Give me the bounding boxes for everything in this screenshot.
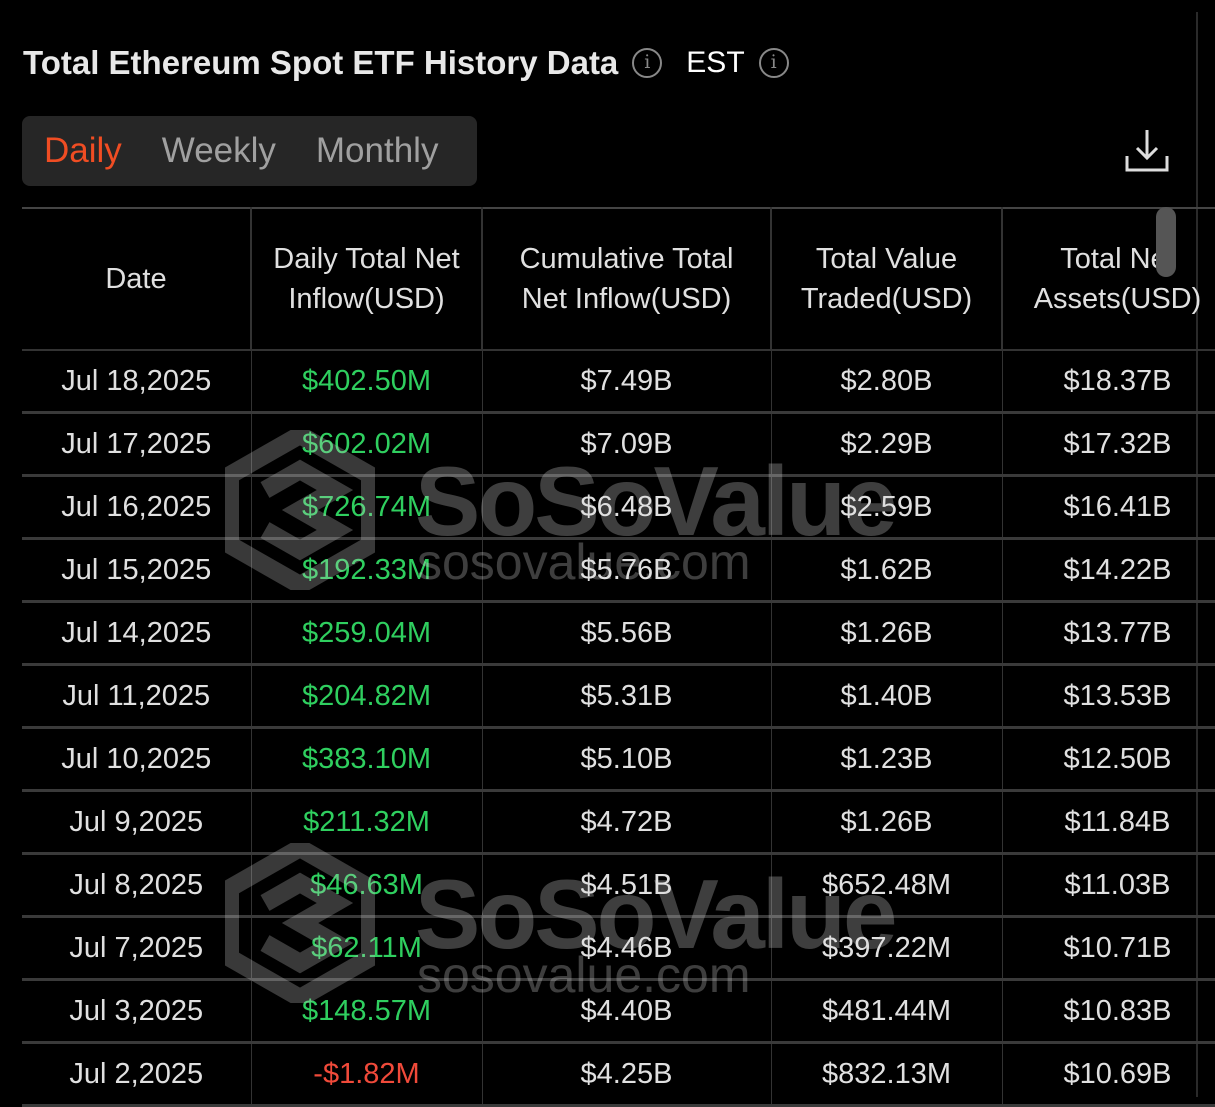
table-cell: $5.31B [481,663,772,729]
table-cell: Jul 14,2025 [22,600,252,666]
table-cell: $402.50M [250,349,483,414]
table-cell: $5.56B [481,600,772,666]
table-row: Jul 10,2025 $383.10M $5.10B $1.23B $12.50B [22,726,1215,792]
table-cell: $2.80B [770,349,1003,414]
table-row: Jul 14,2025 $259.04M $5.56B $1.26B $13.77B [22,600,1215,666]
table-cell: $2.59B [770,474,1003,540]
table-row: Jul 11,2025 $204.82M $5.31B $1.40B $13.53B [22,663,1215,729]
table-cell: $832.13M [770,1041,1003,1107]
table-cell: $11.84B [1001,789,1215,855]
table-cell: $397.22M [770,915,1003,981]
table-cell: $1.26B [770,789,1003,855]
period-tabs: Daily Weekly Monthly [22,116,477,186]
table-cell: $11.03B [1001,852,1215,918]
table-cell: $1.40B [770,663,1003,729]
table-cell: $16.41B [1001,474,1215,540]
table-cell: $14.22B [1001,537,1215,603]
table-cell: $211.32M [250,789,483,855]
table-cell: $12.50B [1001,726,1215,792]
download-icon[interactable] [1124,128,1170,174]
table-cell: Jul 17,2025 [22,411,252,477]
table-cell: Jul 9,2025 [22,789,252,855]
table-cell: Jul 15,2025 [22,537,252,603]
info-circle-icon[interactable]: i [758,48,789,78]
table-cell: -$1.82M [250,1041,483,1107]
table-row: Jul 2,2025 -$1.82M $4.25B $832.13M $10.69B [22,1041,1215,1107]
table-cell: $192.33M [250,537,483,603]
table-cell: $4.40B [481,978,772,1044]
table-row: Jul 17,2025 $602.02M $7.09B $2.29B $17.32B [22,411,1215,477]
table-cell: $4.72B [481,789,772,855]
scrollbar[interactable] [1156,207,1176,277]
table-cell: $13.53B [1001,663,1215,729]
table-cell: $46.63M [250,852,483,918]
table-cell: Jul 8,2025 [22,852,252,918]
column-header: Total Value Traded(USD) [770,207,1003,351]
table-cell: $10.83B [1001,978,1215,1044]
table-cell: $17.32B [1001,411,1215,477]
table-cell: $4.51B [481,852,772,918]
table-cell: Jul 11,2025 [22,663,252,729]
table-cell: $10.69B [1001,1041,1215,1107]
table-cell: $5.76B [481,537,772,603]
column-header: Date [22,207,252,351]
table-row: Jul 16,2025 $726.74M $6.48B $2.59B $16.41B [22,474,1215,540]
table-cell: $18.37B [1001,349,1215,414]
table-cell: $1.26B [770,600,1003,666]
column-header: Total Net Assets(USD) [1001,207,1215,351]
table-row: Jul 8,2025 $46.63M $4.51B $652.48M $11.03B [22,852,1215,918]
etf-history-table: Date Daily Total Net Inflow(USD) Cumulativ… [22,207,1215,1107]
table-row: Jul 7,2025 $62.11M $4.46B $397.22M $10.71B [22,915,1215,981]
table-cell: Jul 3,2025 [22,978,252,1044]
column-header: Daily Total Net Inflow(USD) [250,207,483,351]
table-cell: $383.10M [250,726,483,792]
title-text: Total Ethereum Spot ETF History Data [23,44,619,81]
tab-monthly[interactable]: Monthly [315,131,439,170]
table-cell: $10.71B [1001,915,1215,981]
column-header: Cumulative Total Net Inflow(USD) [481,207,772,351]
table-cell: $7.49B [481,349,772,414]
table-cell: $4.25B [481,1041,772,1107]
table-cell: $2.29B [770,411,1003,477]
tab-weekly[interactable]: Weekly [161,131,276,170]
table-cell: Jul 16,2025 [22,474,252,540]
page-title: Total Ethereum Spot ETF History Data i E… [23,44,789,82]
table-cell: Jul 10,2025 [22,726,252,792]
table-cell: $1.62B [770,537,1003,603]
info-circle-icon[interactable]: i [632,48,663,78]
table-cell: $5.10B [481,726,772,792]
table-cell: $204.82M [250,663,483,729]
table-cell: Jul 7,2025 [22,915,252,981]
table-cell: $481.44M [770,978,1003,1044]
table-cell: $7.09B [481,411,772,477]
table-cell: $726.74M [250,474,483,540]
table-cell: $6.48B [481,474,772,540]
table-cell: Jul 18,2025 [22,349,252,414]
table-cell: $4.46B [481,915,772,981]
table-cell: Jul 2,2025 [22,1041,252,1107]
table-cell: $62.11M [250,915,483,981]
timezone-label: EST [686,46,745,79]
table-cell: $602.02M [250,411,483,477]
table-row: Jul 9,2025 $211.32M $4.72B $1.26B $11.84B [22,789,1215,855]
table-row: Jul 18,2025 $402.50M $7.49B $2.80B $18.37B [22,349,1215,414]
table-row: Jul 15,2025 $192.33M $5.76B $1.62B $14.22B [22,537,1215,603]
table-cell: $13.77B [1001,600,1215,666]
table-cell: $259.04M [250,600,483,666]
tab-daily[interactable]: Daily [44,131,122,170]
table-cell: $1.23B [770,726,1003,792]
table-row: Jul 3,2025 $148.57M $4.40B $481.44M $10.83B [22,978,1215,1044]
table-cell: $148.57M [250,978,483,1044]
table-cell: $652.48M [770,852,1003,918]
